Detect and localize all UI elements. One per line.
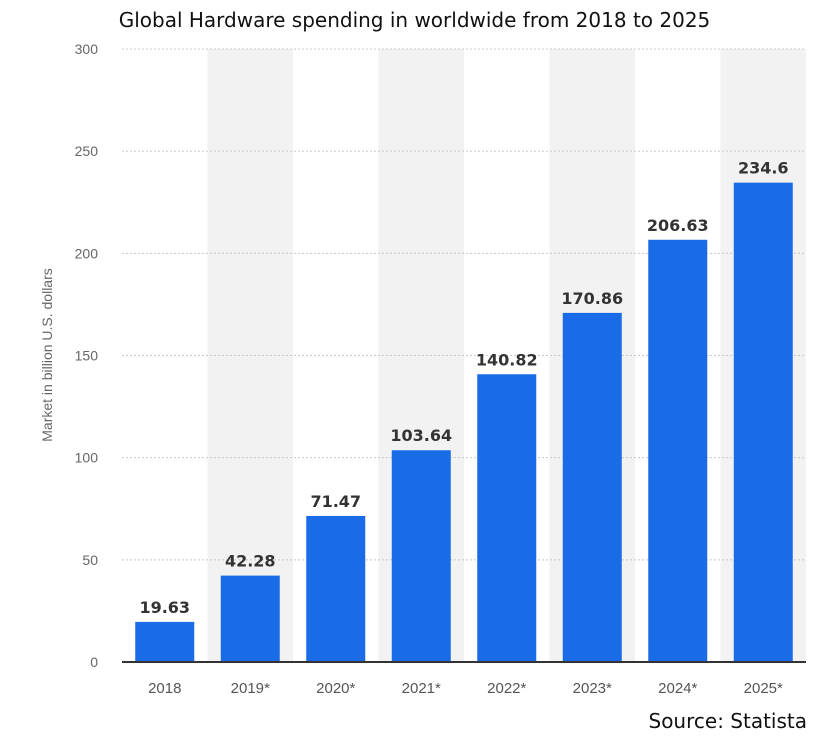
x-tick-label: 2025* (744, 680, 783, 697)
bar-value-label: 71.47 (310, 492, 361, 511)
bar-value-label: 170.86 (561, 289, 623, 308)
x-tick-label: 2021* (402, 680, 441, 697)
value-labels: 19.63 42.28 71.47 103.64 140.82 170.86 206.63 2… (139, 159, 788, 617)
bar (306, 515, 366, 662)
y-tick-label: 150 (75, 348, 99, 364)
y-tick-label: 300 (75, 41, 99, 57)
bar-value-label: 140.82 (476, 350, 538, 369)
bar (562, 312, 622, 662)
y-tick-label: 200 (75, 245, 99, 261)
x-tick-label: 2020* (316, 680, 355, 697)
y-tick-label: 0 (90, 654, 98, 670)
bar-value-label: 19.63 (139, 598, 190, 617)
bar (220, 575, 280, 662)
bar-value-label: 234.6 (738, 159, 789, 178)
y-tick-label: 250 (75, 143, 99, 159)
x-tick-label: 2022* (487, 680, 526, 697)
bar (648, 239, 708, 663)
source-label: Source: Statista (648, 709, 808, 733)
bar (135, 621, 195, 662)
x-tick-labels: 2018 2019* 2020* 2021* 2022* 2023* 2024* 2025* (148, 680, 783, 697)
bar-value-label: 42.28 (225, 552, 276, 571)
bars (135, 182, 793, 663)
x-tick-label: 2023* (573, 680, 612, 697)
x-tick-label: 2024* (658, 680, 697, 697)
y-tick-labels: 0 50 100 150 200 250 300 (75, 41, 99, 670)
bar (733, 182, 793, 662)
bar (391, 450, 451, 662)
y-axis-title: Market in billion U.S. dollars (39, 268, 55, 442)
y-tick-label: 50 (82, 552, 98, 568)
bar-value-label: 206.63 (647, 216, 709, 235)
x-tick-label: 2018 (148, 680, 181, 697)
x-tick-label: 2019* (231, 680, 270, 697)
y-tick-label: 100 (75, 450, 99, 466)
bar (477, 374, 537, 662)
chart-title: Global Hardware spending in worldwide fr… (118, 8, 711, 32)
bar-value-label: 103.64 (390, 426, 452, 445)
